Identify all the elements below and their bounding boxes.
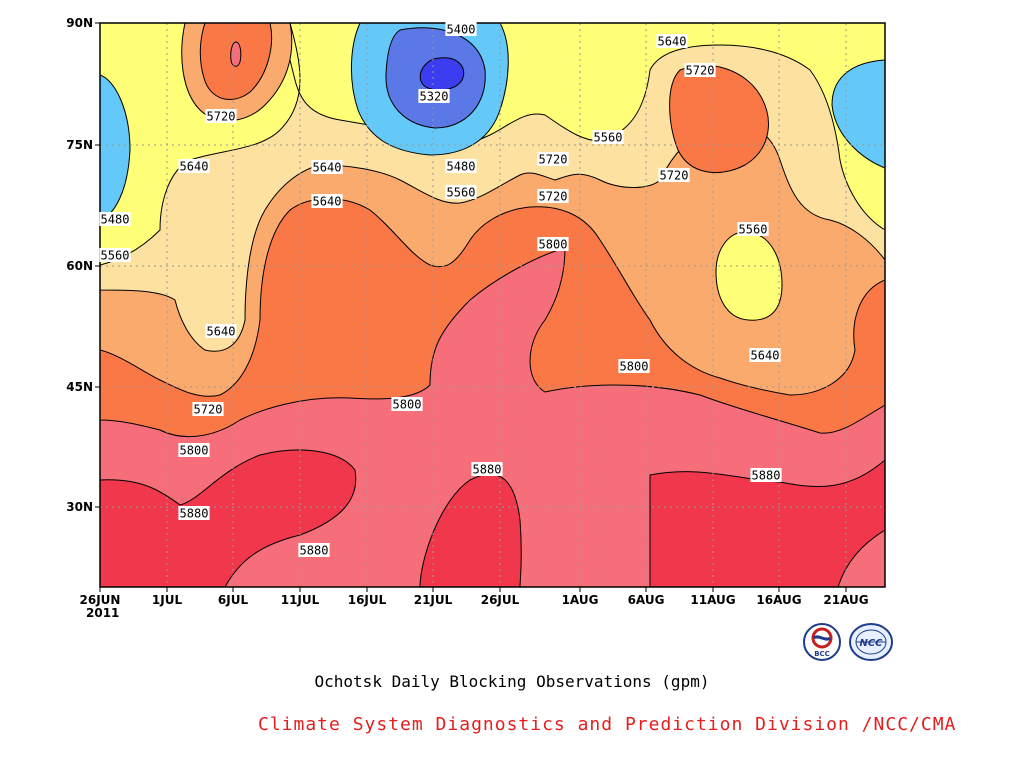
contour-label-bg xyxy=(311,160,343,174)
x-tick-label: 21AUG xyxy=(823,593,868,607)
contour-label-bg xyxy=(311,194,343,208)
contour-label-bg xyxy=(537,152,569,166)
contour-label-bg xyxy=(749,348,781,362)
contour-label-bg xyxy=(537,237,569,251)
contour-label: 5800 xyxy=(393,398,422,412)
contour-label: 5640 xyxy=(751,349,780,363)
contour-label: 5720 xyxy=(539,190,568,204)
contour-label: 5640 xyxy=(180,160,209,174)
contour-label-bg xyxy=(737,222,769,236)
contour-label: 5800 xyxy=(539,238,568,252)
ncc-logo: NCC xyxy=(849,623,893,661)
contour-label: 5480 xyxy=(101,213,130,227)
contour-label: 5880 xyxy=(300,544,329,558)
contour-label-bg xyxy=(178,443,210,457)
chart-credit: Climate System Diagnostics and Predictio… xyxy=(258,714,957,735)
contour-label-bg xyxy=(298,543,330,557)
x-tick-label: 26JUN xyxy=(80,593,121,607)
contour-label-bg xyxy=(178,159,210,173)
contour-label: 5800 xyxy=(620,360,649,374)
contour-label: 5720 xyxy=(207,110,236,124)
contour-label-bg xyxy=(99,212,131,226)
contour-label: 5640 xyxy=(313,195,342,209)
contour-label: 5560 xyxy=(739,223,768,237)
pocket-5480-right xyxy=(831,59,885,169)
contour-label-bg xyxy=(418,89,450,103)
contour-label: 5560 xyxy=(447,186,476,200)
pocket-5720-11aug xyxy=(669,64,769,174)
x-tick-label: 2011 xyxy=(86,606,119,620)
contour-label-bg xyxy=(445,159,477,173)
y-tick-label: 30N xyxy=(66,500,93,514)
y-tick-label: 45N xyxy=(66,380,93,394)
contour-label: 5480 xyxy=(447,160,476,174)
y-tick-label: 75N xyxy=(66,138,93,152)
x-tick-label: 11JUL xyxy=(281,593,320,607)
x-tick-label: 6AUG xyxy=(628,593,665,607)
grid-lines xyxy=(100,23,885,587)
x-tick-label: 26JUL xyxy=(481,593,520,607)
contour-label: 5720 xyxy=(539,153,568,167)
x-tick-label: 1JUL xyxy=(152,593,183,607)
contour-label: 5880 xyxy=(752,469,781,483)
contour-label: 5720 xyxy=(660,169,689,183)
contour-label: 5800 xyxy=(180,444,209,458)
ncc-logo-text: NCC xyxy=(859,638,883,649)
contour-label-bg xyxy=(99,248,131,262)
chart-title: Ochotsk Daily Blocking Observations (gpm… xyxy=(314,672,710,691)
bcc-logo-text: BCC xyxy=(814,650,830,658)
pocket-5800-6jul xyxy=(230,41,242,67)
contour-label-bg xyxy=(592,130,624,144)
bcc-logo: BCC xyxy=(803,623,841,661)
y-tick-label: 90N xyxy=(66,16,93,30)
contour-label-bg xyxy=(192,402,224,416)
contour-label-bg xyxy=(750,468,782,482)
contour-label: 5880 xyxy=(180,507,209,521)
contour-label: 5720 xyxy=(194,403,223,417)
contour-label-bg xyxy=(618,359,650,373)
contour-label-bg xyxy=(178,506,210,520)
x-tick-label: 16AUG xyxy=(756,593,801,607)
contour-label: 5640 xyxy=(313,161,342,175)
y-tick-label: 60N xyxy=(66,259,93,273)
contour-label-bg xyxy=(658,168,690,182)
contour-label: 5560 xyxy=(594,131,623,145)
contour-label-bg xyxy=(445,185,477,199)
low-5320 xyxy=(419,57,465,91)
contour-label: 5880 xyxy=(473,463,502,477)
pocket-5560-16aug xyxy=(715,231,783,321)
x-tick-label: 21JUL xyxy=(414,593,453,607)
contour-label: 5720 xyxy=(686,64,715,78)
contour-label-bg xyxy=(445,22,477,36)
contour-label-bg xyxy=(205,109,237,123)
x-tick-label: 6JUL xyxy=(218,593,249,607)
contour-label-bg xyxy=(391,397,423,411)
contour-label: 5400 xyxy=(447,23,476,37)
contour-label: 5640 xyxy=(658,35,687,49)
contour-label-bg xyxy=(471,462,503,476)
contour-fills xyxy=(100,23,885,587)
contour-label-bg xyxy=(205,324,237,338)
contour-label-bg xyxy=(537,189,569,203)
contour-label: 5320 xyxy=(420,90,449,104)
plot-frame xyxy=(99,22,886,588)
x-tick-label: 11AUG xyxy=(690,593,735,607)
x-tick-label: 16JUL xyxy=(348,593,387,607)
contour-label-bg xyxy=(684,63,716,77)
contour-label: 5560 xyxy=(101,249,130,263)
contour-labels: 5400 5320 5640 5720 5720 5640 5560 5640 5480 5560… xyxy=(99,22,782,558)
x-tick-label: 1AUG xyxy=(562,593,599,607)
contour-label-bg xyxy=(656,34,688,48)
contour-label: 5640 xyxy=(207,325,236,339)
